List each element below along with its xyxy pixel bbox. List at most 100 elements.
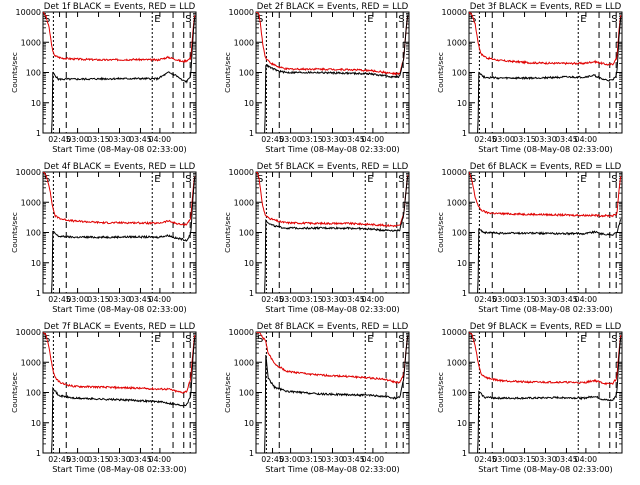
lld-series-line	[256, 172, 409, 228]
y-tick-label: 1000	[21, 38, 41, 47]
end-marker-label: E	[367, 334, 373, 345]
detector-panel-9: Det 9f BLACK = Events, RED = LLD 1 10 100 10…	[436, 322, 623, 474]
x-tick-label: 03:15	[513, 135, 536, 144]
y-tick-label: 100	[239, 69, 254, 78]
y-tick-label: 1	[36, 129, 41, 138]
x-tick-label: 03:30	[534, 295, 557, 304]
y-tick-label: 10000	[16, 168, 41, 177]
y-tick-label: 10000	[16, 8, 41, 17]
x-tick-label: 03:45	[129, 295, 152, 304]
y-tick-label: 1	[249, 449, 254, 458]
y-axis-label: Counts/sec	[10, 52, 19, 93]
y-tick-label: 1000	[447, 38, 467, 47]
detector-panel-7: Det 7f BLACK = Events, RED = LLD 1 10 100 10…	[10, 322, 197, 474]
y-tick-label: 100	[239, 389, 254, 398]
x-tick-label: 04:00	[575, 295, 598, 304]
x-tick-label: 03:15	[513, 455, 536, 464]
events-series-line	[256, 176, 409, 293]
x-tick-label: 03:45	[555, 455, 578, 464]
y-tick-label: 1	[36, 289, 41, 298]
x-tick-label: 03:45	[129, 455, 152, 464]
x-tick-label: 03:15	[87, 135, 110, 144]
x-tick-label: 02:45	[474, 295, 497, 304]
panel-title: Det 6f BLACK = Events, RED = LLD	[470, 162, 622, 172]
x-tick-label: 03:00	[279, 295, 302, 304]
saa-marker-label: S	[611, 334, 617, 345]
x-tick-label: 03:15	[300, 295, 323, 304]
x-tick-label: 04:00	[362, 135, 385, 144]
y-tick-label: 1	[249, 129, 254, 138]
x-tick-label: 03:00	[492, 135, 515, 144]
y-tick-label: 1	[462, 289, 467, 298]
x-tick-label: 04:00	[575, 455, 598, 464]
y-tick-label: 100	[26, 389, 41, 398]
end-marker-label: E	[580, 174, 586, 185]
events-series-line	[43, 17, 196, 133]
y-tick-label: 10	[31, 99, 41, 108]
detector-panel-2: Det 2f BLACK = Events, RED = LLD 1 10 100 10…	[223, 2, 410, 154]
saa-marker-label: S	[398, 14, 404, 25]
panel-title: Det 7f BLACK = Events, RED = LLD	[44, 322, 196, 332]
end-marker-label: E	[154, 334, 160, 345]
y-tick-label: 10000	[442, 328, 467, 337]
x-axis-label: Start Time (08-May-08 02:33:00)	[478, 464, 613, 474]
start-marker-label: S	[257, 174, 263, 185]
x-tick-label: 03:30	[534, 455, 557, 464]
y-tick-label: 100	[452, 229, 467, 238]
x-axis-label: Start Time (08-May-08 02:33:00)	[52, 144, 187, 154]
y-tick-label: 1000	[234, 358, 254, 367]
x-tick-label: 03:00	[279, 135, 302, 144]
x-tick-label: 03:45	[342, 295, 365, 304]
x-tick-label: 03:15	[300, 455, 323, 464]
y-axis-label: Counts/sec	[223, 372, 232, 413]
y-tick-label: 1000	[21, 198, 41, 207]
x-tick-label: 02:45	[474, 135, 497, 144]
y-tick-label: 10	[457, 419, 467, 428]
y-tick-label: 1000	[234, 38, 254, 47]
x-tick-label: 03:45	[555, 135, 578, 144]
panel-title: Det 4f BLACK = Events, RED = LLD	[44, 162, 196, 172]
events-series-line	[469, 17, 622, 133]
x-tick-label: 03:15	[87, 455, 110, 464]
end-marker-label: E	[580, 334, 586, 345]
x-tick-label: 03:45	[129, 135, 152, 144]
x-tick-label: 03:30	[534, 135, 557, 144]
lld-series-line	[256, 12, 409, 76]
x-tick-label: 04:00	[149, 455, 172, 464]
events-series-line	[256, 15, 409, 133]
events-series-line	[43, 337, 196, 453]
y-tick-label: 10	[31, 419, 41, 428]
saa-marker-label: S	[611, 174, 617, 185]
y-tick-label: 10000	[442, 8, 467, 17]
x-axis-label: Start Time (08-May-08 02:33:00)	[265, 144, 400, 154]
x-tick-label: 03:30	[321, 455, 344, 464]
x-tick-label: 03:30	[321, 295, 344, 304]
x-axis-label: Start Time (08-May-08 02:33:00)	[478, 144, 613, 154]
events-series-line	[469, 337, 622, 453]
x-tick-label: 03:00	[66, 455, 89, 464]
y-tick-label: 10	[31, 259, 41, 268]
x-tick-label: 03:45	[555, 295, 578, 304]
end-marker-label: E	[580, 14, 586, 25]
x-tick-label: 04:00	[575, 135, 598, 144]
x-axis-label: Start Time (08-May-08 02:33:00)	[52, 464, 187, 474]
x-tick-label: 03:30	[108, 135, 131, 144]
y-axis-label: Counts/sec	[10, 372, 19, 413]
lld-series-line	[469, 12, 622, 67]
y-tick-label: 1000	[447, 358, 467, 367]
y-axis-label: Counts/sec	[223, 52, 232, 93]
y-tick-label: 10000	[16, 328, 41, 337]
y-tick-label: 100	[452, 69, 467, 78]
x-tick-label: 02:45	[261, 135, 284, 144]
lld-series-line	[43, 172, 196, 227]
events-series-line	[43, 176, 196, 293]
x-tick-label: 03:45	[342, 455, 365, 464]
y-tick-label: 1	[462, 449, 467, 458]
x-tick-label: 04:00	[362, 455, 385, 464]
detector-panel-3: Det 3f BLACK = Events, RED = LLD 1 10 100 10…	[436, 2, 623, 154]
x-tick-label: 03:00	[66, 135, 89, 144]
lld-series-line	[256, 332, 409, 385]
y-tick-label: 1000	[234, 198, 254, 207]
detector-panel-5: Det 5f BLACK = Events, RED = LLD 1 10 100 10…	[223, 162, 410, 314]
